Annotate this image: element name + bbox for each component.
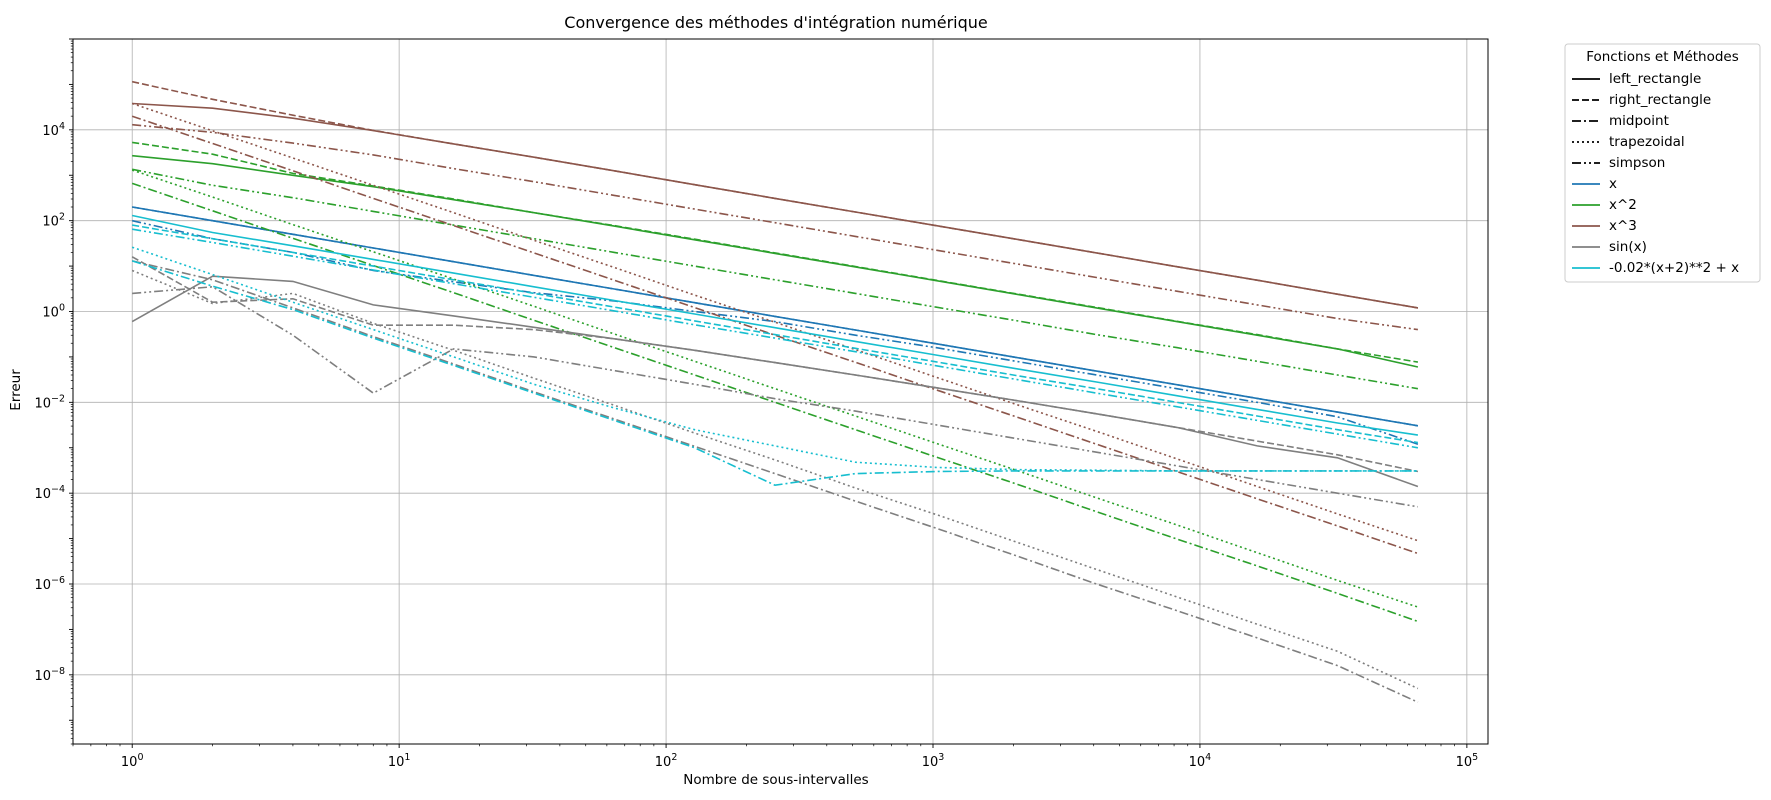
y-tick-label: 102 (42, 212, 65, 230)
legend-function-label: x^3 (1609, 218, 1637, 234)
y-tick-label: 100 (42, 303, 65, 321)
x-tick-label: 100 (121, 752, 144, 770)
series-line (131, 182, 1419, 623)
series-line (131, 246, 1418, 472)
y-tick-label: 10−4 (34, 484, 65, 502)
x-tick-label: 102 (655, 752, 678, 770)
series-line (132, 260, 1419, 703)
series-line (131, 256, 1419, 473)
legend-title: Fonctions et Méthodes (1586, 49, 1739, 65)
series-line (132, 206, 1419, 427)
legend-box (1564, 43, 1761, 283)
legend-method-label: midpoint (1609, 113, 1669, 129)
series-line (132, 141, 1419, 363)
legend-function-label: x^2 (1609, 197, 1637, 213)
x-tick-label: 105 (1456, 752, 1479, 770)
series-line (132, 168, 1419, 390)
legend-function-label: x (1609, 176, 1617, 192)
series-line (131, 102, 1419, 542)
y-tick-label: 104 (42, 121, 65, 139)
x-tick-label: 101 (388, 752, 411, 770)
legend-method-label: trapezoidal (1609, 134, 1685, 150)
x-tick-label: 103 (922, 752, 945, 770)
series-line (131, 115, 1419, 555)
series-line (132, 224, 1419, 444)
plot-series (131, 80, 1419, 703)
x-axis-label: Nombre de sous-intervalles (683, 772, 868, 788)
legend-method-label: left_rectangle (1609, 71, 1701, 87)
series-line (131, 260, 1418, 487)
series-line (131, 169, 1419, 608)
legend-method-label: right_rectangle (1609, 92, 1711, 108)
axes: 100 101 102 103 104 105 10−8 10−6 10−4 10−2 100 102… (34, 38, 1489, 770)
series-line (131, 269, 1419, 690)
y-tick-label: 10−8 (34, 666, 65, 684)
y-axis-label: Erreur (8, 369, 24, 411)
series-line (132, 80, 1419, 309)
series-line (132, 214, 1419, 436)
y-tick-label: 10−6 (34, 575, 65, 593)
series-line (132, 228, 1419, 449)
legend-function-label: -0.02*(x+2)**2 + x (1609, 260, 1739, 276)
series-group (131, 80, 1419, 703)
legend-function-label: sin(x) (1609, 239, 1647, 255)
series-line (132, 123, 1419, 331)
series-line (132, 219, 1419, 445)
y-tick-label: 10−2 (34, 393, 65, 411)
x-tick-label: 104 (1189, 752, 1212, 770)
legend: Fonctions et Méthodes left_rectangleright… (1564, 43, 1761, 283)
grid-lines (73, 39, 1488, 744)
chart-title: Convergence des méthodes d'intégration n… (564, 13, 987, 32)
plot-frame (72, 38, 1489, 745)
legend-method-label: simpson (1609, 155, 1665, 171)
